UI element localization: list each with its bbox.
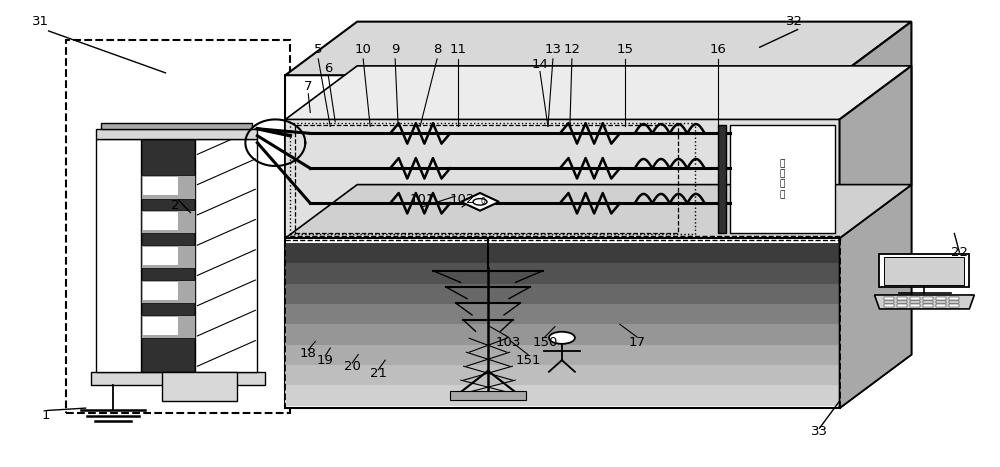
Bar	[949, 301, 959, 304]
Bar	[143, 317, 178, 334]
Bar	[884, 257, 964, 285]
Polygon shape	[285, 21, 911, 75]
Bar	[285, 283, 840, 304]
Bar	[143, 282, 178, 300]
Bar	[141, 175, 195, 198]
Text: 151: 151	[515, 354, 541, 367]
Text: 102: 102	[449, 193, 475, 206]
Text: 19: 19	[317, 354, 334, 367]
Text: 三
相
负
载: 三 相 负 载	[779, 159, 785, 199]
Bar	[285, 236, 840, 241]
Polygon shape	[285, 184, 911, 238]
Text: 150: 150	[532, 336, 558, 349]
Text: 31: 31	[32, 15, 49, 28]
Bar	[162, 372, 237, 401]
Bar	[91, 372, 265, 385]
Text: 10: 10	[355, 43, 372, 56]
Bar	[949, 297, 959, 300]
Circle shape	[549, 332, 575, 344]
Circle shape	[473, 198, 487, 205]
Text: 103: 103	[495, 336, 521, 349]
Bar	[910, 297, 920, 300]
Bar	[141, 210, 195, 234]
Bar	[936, 301, 946, 304]
Text: 14: 14	[532, 58, 548, 71]
Bar	[96, 139, 140, 372]
Bar	[285, 263, 840, 283]
Bar	[195, 139, 257, 372]
Bar	[897, 297, 907, 300]
Polygon shape	[840, 66, 911, 238]
Text: 16: 16	[709, 43, 726, 56]
Bar	[285, 304, 840, 324]
Bar	[730, 126, 835, 233]
Text: 20: 20	[344, 360, 361, 373]
Text: 8: 8	[433, 43, 441, 56]
Bar	[141, 315, 195, 338]
Polygon shape	[285, 66, 911, 120]
Bar	[285, 243, 840, 263]
Bar	[936, 304, 946, 307]
Bar	[949, 304, 959, 307]
Bar	[285, 365, 840, 385]
Bar	[884, 304, 894, 307]
Text: 32: 32	[786, 15, 803, 28]
Bar	[101, 123, 252, 129]
Bar	[295, 126, 678, 233]
Bar	[285, 238, 840, 408]
Bar	[897, 304, 907, 307]
Bar	[285, 385, 840, 406]
Text: 13: 13	[544, 43, 561, 56]
Bar	[285, 345, 840, 365]
Bar	[143, 247, 178, 265]
Polygon shape	[840, 21, 911, 408]
Bar	[923, 304, 933, 307]
Bar	[66, 40, 290, 413]
Text: 9: 9	[391, 43, 399, 56]
Text: 15: 15	[616, 43, 633, 56]
Bar	[285, 75, 840, 408]
Bar	[143, 212, 178, 230]
Text: 18: 18	[300, 347, 317, 360]
Polygon shape	[461, 193, 499, 211]
Bar	[879, 255, 969, 287]
Bar	[143, 177, 178, 195]
Text: 7: 7	[304, 80, 313, 93]
Bar	[450, 391, 526, 400]
Bar	[141, 280, 195, 304]
Polygon shape	[874, 295, 974, 309]
Bar	[897, 301, 907, 304]
Bar	[884, 297, 894, 300]
Text: 22: 22	[951, 246, 968, 259]
Text: 6: 6	[324, 62, 332, 75]
Text: 1: 1	[41, 409, 50, 422]
Bar	[96, 129, 257, 139]
Text: 11: 11	[450, 43, 467, 56]
Text: 2: 2	[171, 199, 180, 212]
Bar	[141, 139, 195, 372]
Text: 17: 17	[628, 336, 645, 349]
Bar	[923, 297, 933, 300]
Text: 21: 21	[370, 367, 387, 380]
Bar	[884, 301, 894, 304]
Text: 101: 101	[409, 193, 435, 206]
Text: 0: 0	[481, 198, 485, 206]
Bar	[290, 123, 695, 234]
Text: 12: 12	[563, 43, 580, 56]
Polygon shape	[840, 184, 911, 408]
Bar	[285, 120, 840, 238]
Bar	[923, 301, 933, 304]
Text: 5: 5	[314, 43, 323, 56]
Bar	[936, 297, 946, 300]
Bar	[285, 324, 840, 345]
Bar	[910, 304, 920, 307]
Bar	[141, 245, 195, 269]
Bar	[910, 301, 920, 304]
Text: 33: 33	[811, 425, 828, 438]
Bar	[718, 126, 726, 233]
